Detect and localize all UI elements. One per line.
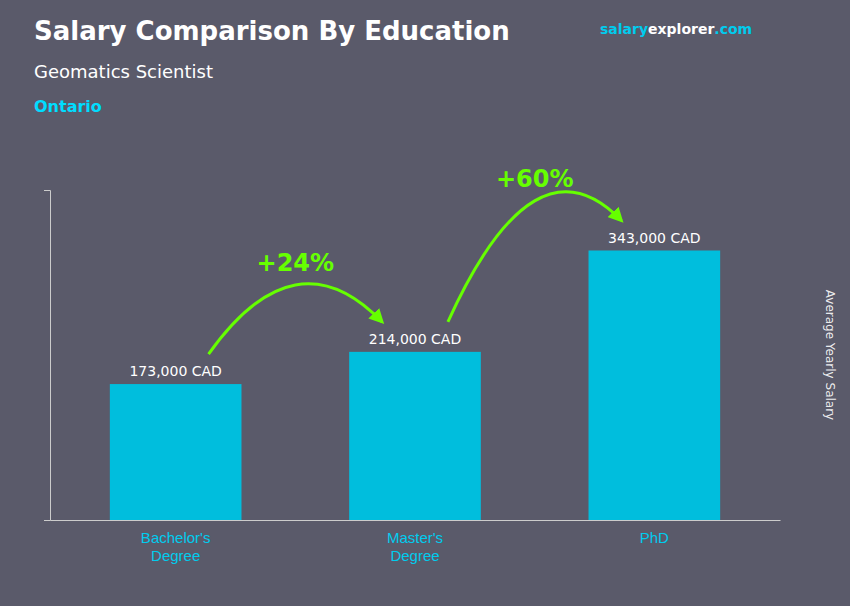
change-arrows: +24% +60% <box>209 165 622 354</box>
data-label: 343,000 CAD <box>608 230 700 246</box>
x-tick-label: PhD <box>640 529 669 546</box>
website-label: .com <box>714 21 752 37</box>
data-label: 214,000 CAD <box>369 331 461 347</box>
subtitle: Geomatics Scientist <box>34 61 213 82</box>
x-tick: Bachelor'sDegree <box>141 520 211 564</box>
x-tick: PhD <box>640 520 669 546</box>
bars <box>110 251 720 521</box>
y-axis-label: Average Yearly Salary <box>823 290 837 420</box>
website-label: salary <box>600 21 648 37</box>
location: Ontario <box>34 97 102 116</box>
data-labels: 173,000 CAD 214,000 CAD 343,000 CAD <box>129 230 700 380</box>
change-arrow <box>209 284 383 354</box>
change-label: +24% <box>257 249 335 277</box>
website-label: explorer <box>648 21 714 37</box>
bar <box>589 251 721 521</box>
x-axis: Bachelor'sDegree Master'sDegree PhD <box>51 520 781 564</box>
change-arrow <box>448 192 622 322</box>
bar <box>110 384 242 520</box>
chart: Salary Comparison By Education Geomatics … <box>0 0 850 606</box>
y-axis <box>44 191 51 521</box>
y-axis-line <box>44 191 51 521</box>
plot-area: Bachelor'sDegree Master'sDegree PhD 173,000… <box>44 165 781 564</box>
change-label: +60% <box>496 165 574 193</box>
x-tick: Master'sDegree <box>387 520 443 564</box>
x-tick-label: Bachelor'sDegree <box>141 529 211 564</box>
x-tick-label: Master'sDegree <box>387 529 443 564</box>
x-axis-line <box>51 520 781 521</box>
title: Salary Comparison By Education <box>34 16 510 46</box>
bar <box>349 352 481 520</box>
data-label: 173,000 CAD <box>129 363 221 379</box>
